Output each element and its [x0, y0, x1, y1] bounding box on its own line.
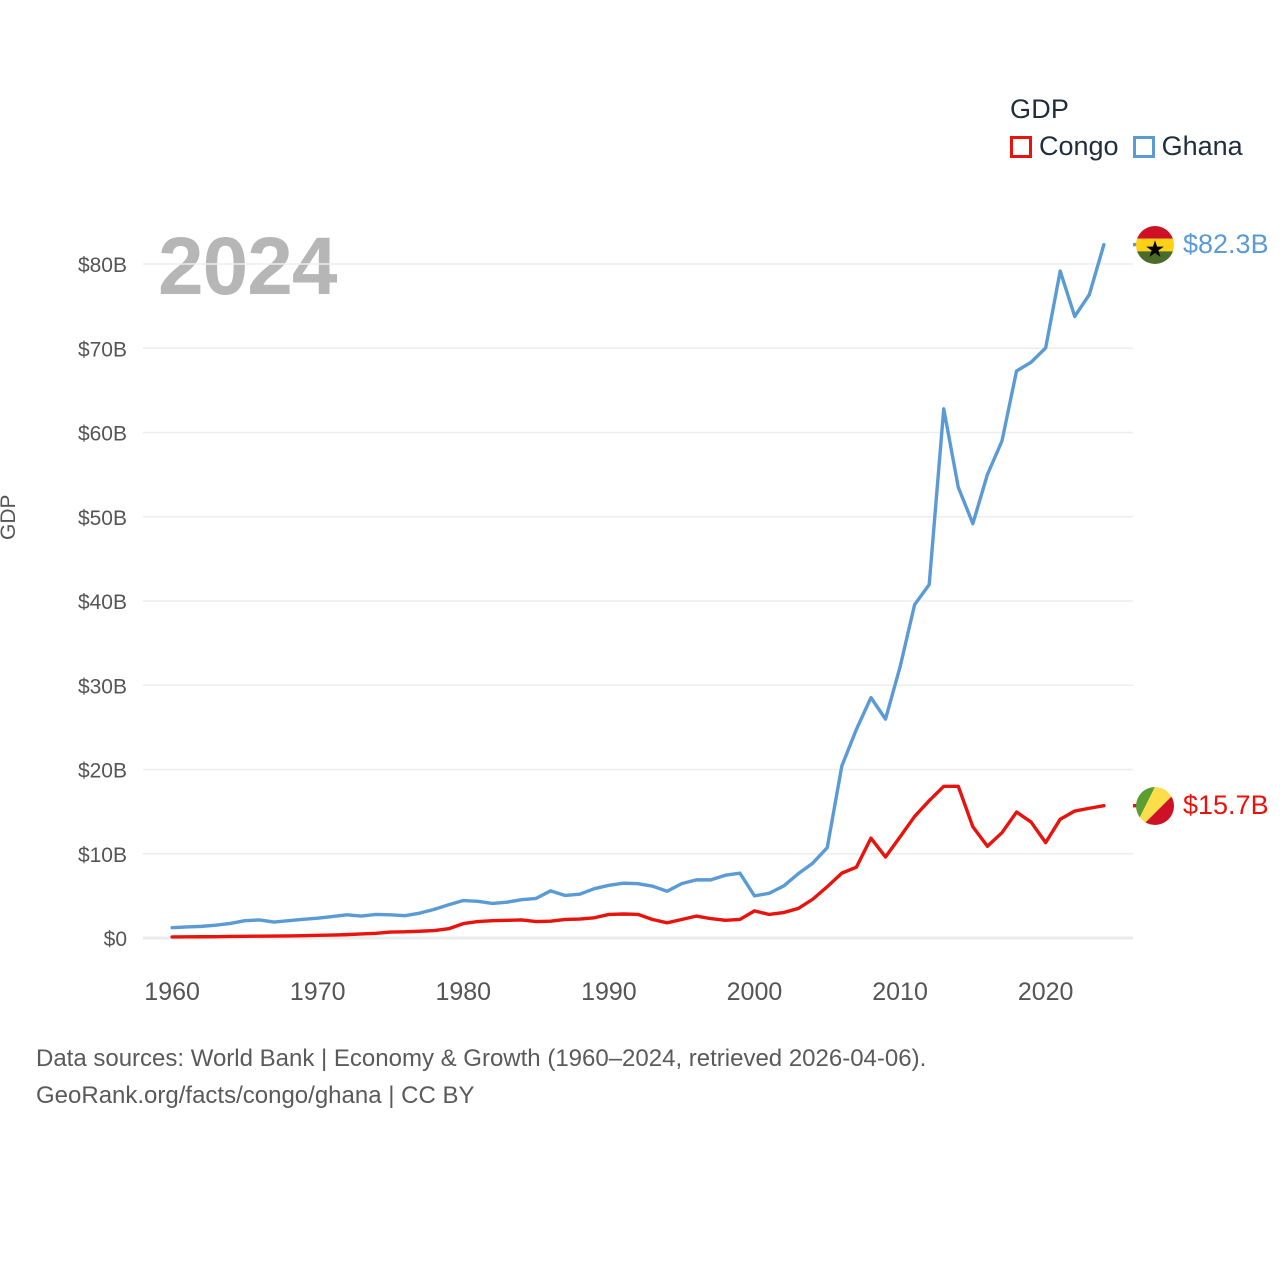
footer-line-1: Data sources: World Bank | Economy & Gro… [36, 1045, 927, 1072]
x-tick-label: 2020 [1018, 978, 1074, 1006]
y-tick-label: $20B [78, 760, 127, 783]
series-line-ghana [170, 242, 1106, 930]
end-label-ghana: $82.3B [1136, 225, 1269, 264]
legend-item-congo[interactable]: Congo [1010, 133, 1119, 160]
footer-line-2: GeoRank.org/facts/congo/ghana | CC BY [36, 1082, 475, 1110]
legend-swatch-ghana [1132, 135, 1155, 158]
x-tick-label: 2000 [727, 978, 783, 1006]
legend-label-ghana: Ghana [1161, 131, 1243, 161]
congo-flag-icon [1136, 786, 1174, 825]
x-tick-label: 2010 [872, 978, 928, 1006]
y-tick-label: $40B [78, 591, 127, 614]
y-tick-label: $70B [78, 338, 127, 361]
y-tick-label: $10B [78, 844, 127, 867]
y-tick-label: $30B [78, 675, 127, 698]
footer-attribution: Data sources: World Bank | Economy & Gro… [36, 1040, 1236, 1114]
legend-items: Congo Ghana [1010, 133, 1270, 160]
ghana-flag-icon [1136, 225, 1174, 264]
chart-legend: GDP Congo Ghana [1010, 96, 1270, 160]
y-tick-label: $80B [78, 254, 127, 277]
x-tick-label: 1960 [144, 978, 200, 1006]
series-line-congo [170, 784, 1106, 939]
legend-title: GDP [1010, 94, 1070, 124]
plot-area: 2024 GDP $0 $10B $20B $30B $40B $50B $60B $70B $… [0, 221, 1145, 1006]
x-tick-label: 1980 [435, 978, 491, 1006]
end-label-ghana-value: $82.3B [1183, 229, 1269, 260]
legend-label-congo: Congo [1039, 131, 1119, 161]
year-watermark: 2024 [158, 221, 337, 312]
legend-swatch-congo [1010, 135, 1032, 158]
end-label-congo: $15.7B [1136, 786, 1269, 825]
y-tick-label: $60B [78, 423, 127, 446]
y-tick-label: $50B [78, 507, 127, 530]
x-tick-label: 1990 [581, 978, 637, 1006]
legend-item-ghana[interactable]: Ghana [1132, 131, 1243, 161]
y-tick-label: $0 [104, 928, 127, 951]
x-tick-label: 1970 [290, 978, 346, 1006]
end-label-congo-value: $15.7B [1183, 790, 1269, 821]
line-chart: $0 $10B $20B $30B $40B $50B $60B $70B $80B 1960 19… [78, 242, 1145, 1006]
